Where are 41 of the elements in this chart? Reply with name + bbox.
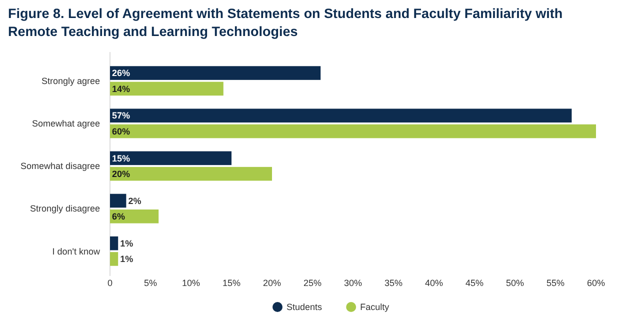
data-label: 6% <box>112 212 126 222</box>
x-tick-label: 20% <box>262 278 282 288</box>
y-tick-label: Strongly disagree <box>30 204 100 214</box>
bar <box>110 66 321 80</box>
bar <box>110 124 596 138</box>
x-tick-label: 40% <box>424 278 444 288</box>
legend-label: Faculty <box>360 302 390 312</box>
bar <box>110 194 126 208</box>
data-label: 60% <box>112 126 130 136</box>
x-tick-label: 60% <box>586 278 606 288</box>
bar <box>110 210 159 224</box>
x-tick-label: 30% <box>344 278 362 288</box>
x-tick-label: 55% <box>546 278 565 288</box>
x-tick-label: 50% <box>506 278 524 288</box>
y-tick-label: Somewhat agree <box>32 118 100 129</box>
x-tick-label: 45% <box>465 278 484 288</box>
x-tick-label: 5% <box>144 278 158 288</box>
x-tick-label: 0 <box>107 278 113 288</box>
x-tick-label: 25% <box>303 278 322 288</box>
data-label: 2% <box>128 196 142 206</box>
bar <box>110 166 272 181</box>
y-tick-label: I don't know <box>52 246 100 256</box>
bar <box>110 252 118 266</box>
data-label: 1% <box>120 254 134 264</box>
bar <box>110 82 224 96</box>
data-label: 57% <box>112 110 130 121</box>
y-tick-label: Strongly agree <box>41 76 100 86</box>
bar <box>110 108 572 122</box>
x-tick-label: 35% <box>384 278 403 288</box>
data-label: 26% <box>112 68 130 78</box>
data-label: 14% <box>112 84 130 94</box>
legend-label: Students <box>286 302 323 312</box>
y-tick-label: Somewhat disagree <box>20 161 100 172</box>
data-label: 15% <box>112 153 130 164</box>
bar <box>110 151 232 166</box>
x-tick-label: 10% <box>182 278 200 288</box>
bar <box>110 236 118 250</box>
x-tick-label: 15% <box>222 278 241 288</box>
data-label: 20% <box>112 168 130 179</box>
data-label: 1% <box>120 238 134 248</box>
chart-title: Figure 8. Level of Agreement with Statements on Students and Faculty Familiarity with Remote Teaching and Learning Technologies <box>8 6 563 39</box>
